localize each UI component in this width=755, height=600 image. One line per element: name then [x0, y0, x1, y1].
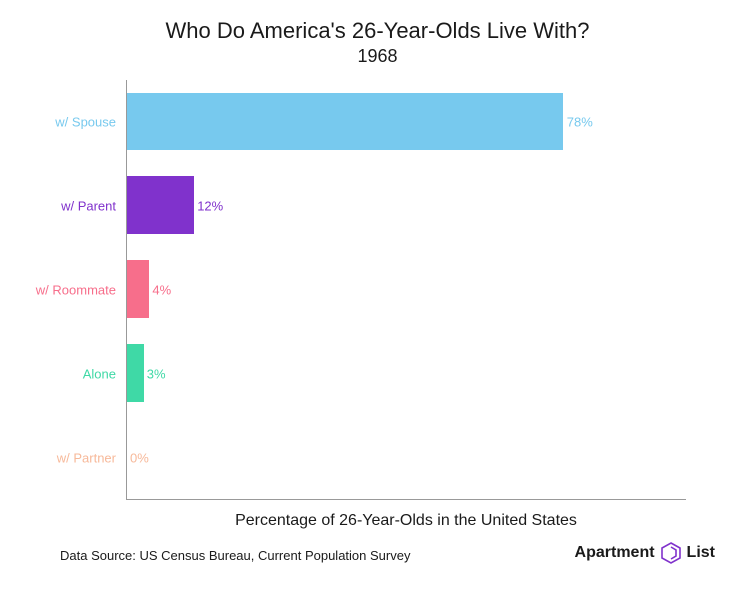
bar	[127, 93, 563, 151]
bar-row	[127, 93, 686, 151]
bar	[127, 344, 144, 402]
value-label: 4%	[152, 282, 171, 297]
category-label: Alone	[0, 366, 116, 381]
bar	[127, 260, 149, 318]
plot-area	[126, 80, 686, 500]
category-label: w/ Roommate	[0, 282, 116, 297]
bar-row	[127, 344, 686, 402]
bar-row	[127, 428, 686, 486]
value-label: 78%	[567, 114, 593, 129]
brand-text-1: Apartment	[575, 544, 655, 562]
bar	[127, 176, 194, 234]
value-label: 0%	[130, 450, 149, 465]
x-axis-title: Percentage of 26-Year-Olds in the United…	[126, 512, 686, 530]
category-label: w/ Spouse	[0, 114, 116, 129]
brand-text-2: List	[687, 544, 715, 562]
chart-subtitle: 1968	[0, 46, 755, 67]
data-source-text: Data Source: US Census Bureau, Current P…	[60, 548, 410, 563]
brand-logo: Apartment List	[575, 542, 715, 564]
chart-title: Who Do America's 26-Year-Olds Live With?	[0, 18, 755, 44]
brand-hexagon-icon	[661, 542, 681, 564]
bar-row	[127, 260, 686, 318]
category-label: w/ Partner	[0, 450, 116, 465]
chart-container: Who Do America's 26-Year-Olds Live With?…	[0, 0, 755, 600]
category-label: w/ Parent	[0, 198, 116, 213]
value-label: 3%	[147, 366, 166, 381]
value-label: 12%	[197, 198, 223, 213]
